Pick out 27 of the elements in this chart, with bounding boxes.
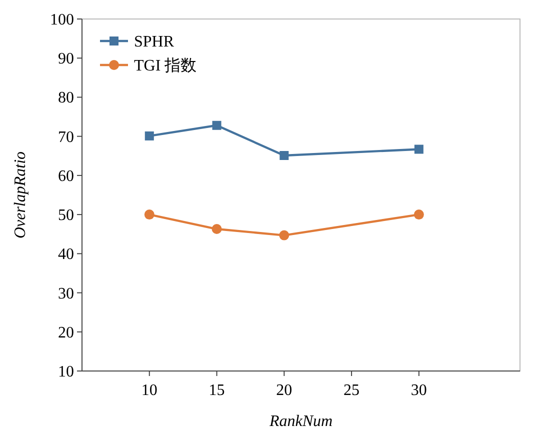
y-tick-label: 20 <box>58 324 74 342</box>
y-axis-title: OverlapRatio <box>12 151 29 239</box>
legend-label: TGI 指数 <box>134 56 197 74</box>
y-tick-label: 50 <box>58 207 74 224</box>
y-tick-label: 60 <box>58 168 74 185</box>
y-tick-label: 10 <box>58 364 74 380</box>
point <box>280 151 289 160</box>
x-tick-label: 10 <box>141 382 158 399</box>
y-tick-label: 100 <box>50 12 74 28</box>
y-tick-label: 70 <box>58 128 74 146</box>
x-tick-label: 15 <box>208 382 225 399</box>
point <box>414 210 424 220</box>
y-tick-label: 30 <box>58 285 74 302</box>
point <box>144 131 154 140</box>
x-tick-label: 30 <box>410 382 427 399</box>
legend-label: SPHR <box>134 34 174 50</box>
point <box>414 144 424 154</box>
x-axis-title: RankNum <box>268 413 333 430</box>
y-tick-label: 80 <box>58 90 74 107</box>
y-tick-label: 40 <box>58 246 74 264</box>
point <box>144 210 154 220</box>
x-tick-label: 20 <box>276 382 292 399</box>
point <box>212 224 222 234</box>
point <box>279 230 290 240</box>
y-tick-label: 90 <box>58 50 74 68</box>
point <box>212 120 222 130</box>
x-tick-label: 25 <box>344 382 360 399</box>
